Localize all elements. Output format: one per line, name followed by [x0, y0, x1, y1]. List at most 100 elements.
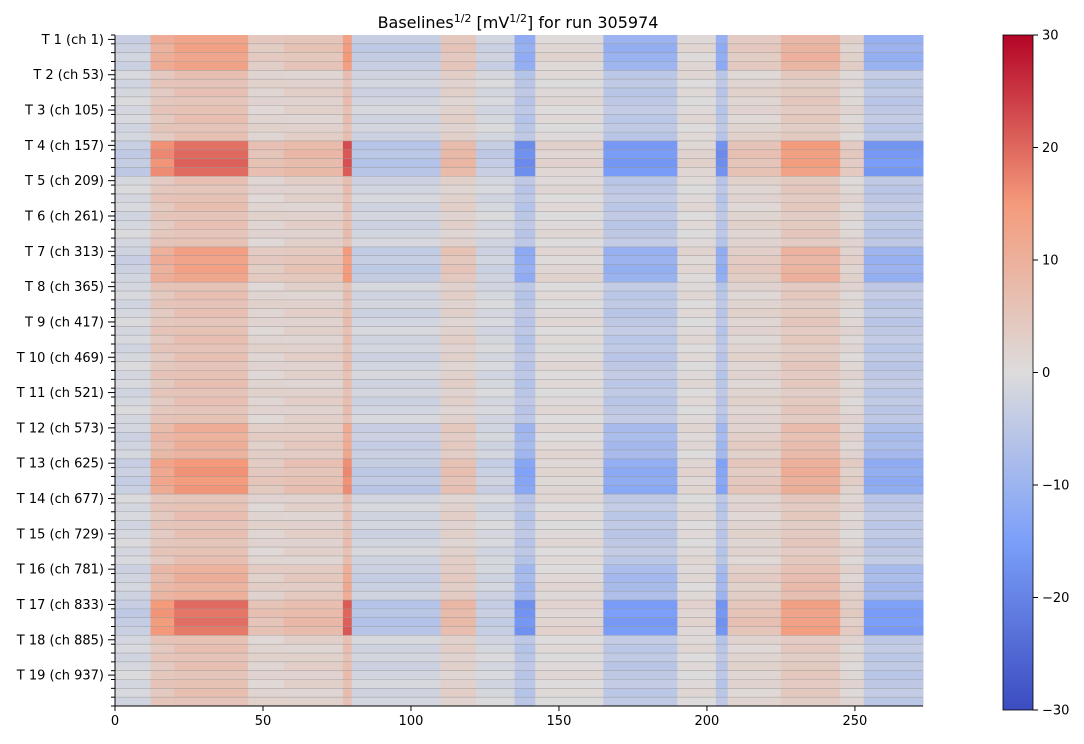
heatmap-cell	[248, 423, 285, 433]
y-tick-label: T 16 (ch 781)	[16, 563, 104, 578]
heatmap-cell	[476, 520, 516, 530]
heatmap-cell	[440, 520, 477, 530]
heatmap-cell	[476, 238, 516, 248]
heatmap-cell	[840, 529, 865, 539]
heatmap-cell	[351, 132, 442, 142]
heatmap-cell	[476, 564, 516, 574]
heatmap-cell	[248, 273, 285, 283]
heatmap-cell	[727, 494, 782, 504]
heatmap-cell	[248, 158, 285, 168]
heatmap-cell	[603, 653, 678, 663]
heatmap-cell	[248, 246, 285, 257]
heatmap-cell	[351, 635, 442, 645]
heatmap-cell	[514, 379, 536, 389]
heatmap-cell	[715, 246, 729, 257]
heatmap-cell	[727, 608, 782, 619]
heatmap-cell	[476, 282, 516, 292]
heatmap-cell	[342, 344, 353, 354]
heatmap-cell	[115, 370, 152, 380]
heatmap-cell	[115, 617, 152, 627]
heatmap-cell	[677, 661, 717, 671]
heatmap-cell	[727, 70, 782, 80]
heatmap-cell	[115, 87, 152, 98]
heatmap-cell	[715, 485, 729, 495]
heatmap-cell	[115, 308, 152, 318]
x-tick-label: 150	[547, 714, 572, 729]
heatmap-cell	[727, 511, 782, 521]
heatmap-cell	[248, 591, 285, 601]
heatmap-cell	[603, 511, 678, 521]
heatmap-cell	[840, 96, 865, 106]
heatmap-cell	[342, 582, 353, 592]
heatmap-cell	[514, 123, 536, 133]
heatmap-cell	[863, 176, 924, 186]
heatmap-cell	[603, 79, 678, 89]
heatmap-cell	[248, 547, 285, 557]
heatmap-cell	[677, 220, 717, 230]
heatmap-cell	[535, 697, 604, 707]
heatmap-cell	[283, 661, 344, 671]
heatmap-cell	[677, 449, 717, 460]
heatmap-cell	[727, 485, 782, 495]
heatmap-cell	[440, 476, 477, 486]
heatmap-cell	[603, 344, 678, 354]
heatmap-cell	[727, 564, 782, 574]
heatmap-cell	[115, 688, 152, 698]
x-tick-label: 50	[255, 714, 272, 729]
heatmap-cell	[840, 511, 865, 521]
heatmap-cell	[440, 661, 477, 671]
heatmap-cell	[476, 626, 516, 636]
heatmap-cell	[514, 140, 536, 151]
heatmap-cell	[514, 361, 536, 371]
heatmap-cell	[780, 608, 841, 619]
heatmap-cell	[863, 476, 924, 486]
heatmap-cell	[677, 555, 717, 566]
heatmap-cell	[535, 158, 604, 168]
heatmap-cell	[248, 555, 285, 566]
heatmap-cell	[603, 326, 678, 336]
heatmap-cell	[351, 502, 442, 513]
row-separator-lines	[115, 43, 923, 698]
heatmap-cell	[283, 344, 344, 354]
heatmap-cell	[174, 591, 249, 601]
heatmap-cell	[351, 167, 442, 177]
heatmap-cell	[727, 697, 782, 707]
heatmap-cell	[150, 344, 175, 354]
heatmap-cell	[514, 52, 536, 62]
heatmap-cell	[780, 238, 841, 248]
heatmap-cell	[115, 405, 152, 415]
heatmap-cell	[677, 140, 717, 151]
heatmap-cell	[780, 317, 841, 327]
heatmap-cell	[476, 502, 516, 513]
heatmap-cell	[535, 87, 604, 98]
heatmap-cell	[440, 105, 477, 115]
heatmap-cell	[603, 335, 678, 345]
heatmap-cell	[174, 158, 249, 168]
heatmap-cell	[174, 476, 249, 486]
heatmap-cell	[603, 176, 678, 186]
heatmap-cell	[715, 264, 729, 274]
heatmap-cell	[150, 670, 175, 680]
heatmap-cell	[514, 114, 536, 124]
heatmap-cell	[476, 511, 516, 521]
heatmap-cell	[150, 96, 175, 106]
heatmap-cell	[514, 502, 536, 513]
heatmap-cell	[535, 458, 604, 468]
heatmap-cell	[174, 388, 249, 398]
heatmap-cell	[677, 176, 717, 186]
heatmap-cell	[727, 476, 782, 486]
heatmap-cell	[677, 644, 717, 654]
heatmap-cell	[115, 176, 152, 186]
heatmap-cell	[535, 582, 604, 592]
heatmap-cell	[115, 246, 152, 257]
heatmap-cell	[351, 149, 442, 159]
heatmap-cell	[351, 529, 442, 539]
heatmap-cell	[603, 441, 678, 451]
heatmap-cell	[715, 96, 729, 106]
heatmap-cell	[174, 370, 249, 380]
heatmap-cell	[174, 635, 249, 645]
heatmap-cell	[283, 158, 344, 168]
heatmap-cell	[780, 299, 841, 309]
heatmap-cell	[780, 573, 841, 583]
